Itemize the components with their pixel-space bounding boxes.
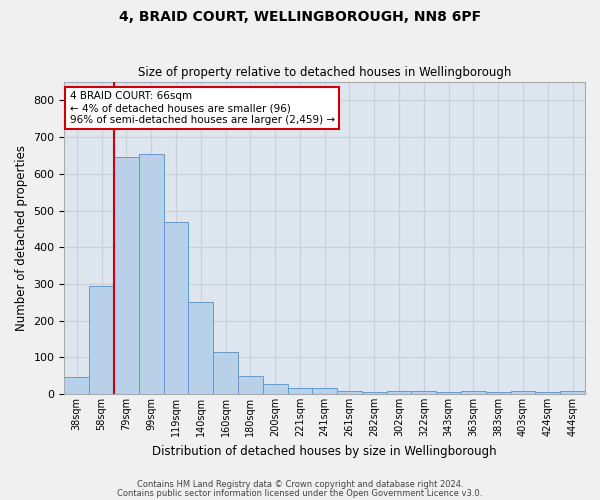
Bar (114, 158, 139, 394)
Bar (461, 391, 486, 394)
Bar (362, 392, 386, 394)
Bar (213, 352, 238, 394)
Bar (511, 391, 535, 394)
Bar (535, 392, 560, 394)
Bar (263, 384, 287, 394)
Bar (337, 391, 362, 394)
Bar (386, 391, 412, 394)
Bar (139, 154, 164, 394)
Bar (313, 388, 337, 394)
Bar (164, 222, 188, 394)
Bar (89, 286, 114, 394)
Bar (188, 302, 213, 394)
X-axis label: Distribution of detached houses by size in Wellingborough: Distribution of detached houses by size … (152, 444, 497, 458)
Text: 4, BRAID COURT, WELLINGBOROUGH, NN8 6PF: 4, BRAID COURT, WELLINGBOROUGH, NN8 6PF (119, 10, 481, 24)
Text: 4 BRAID COURT: 66sqm
← 4% of detached houses are smaller (96)
96% of semi-detach: 4 BRAID COURT: 66sqm ← 4% of detached ho… (70, 92, 335, 124)
Bar (238, 376, 263, 394)
Bar (64, 378, 89, 394)
Bar (412, 391, 436, 394)
Bar (486, 392, 511, 394)
Y-axis label: Number of detached properties: Number of detached properties (15, 145, 28, 331)
Text: Contains public sector information licensed under the Open Government Licence v3: Contains public sector information licen… (118, 488, 482, 498)
Bar (560, 391, 585, 394)
Bar (436, 392, 461, 394)
Bar (287, 388, 313, 394)
Text: Contains HM Land Registry data © Crown copyright and database right 2024.: Contains HM Land Registry data © Crown c… (137, 480, 463, 489)
Title: Size of property relative to detached houses in Wellingborough: Size of property relative to detached ho… (138, 66, 511, 80)
